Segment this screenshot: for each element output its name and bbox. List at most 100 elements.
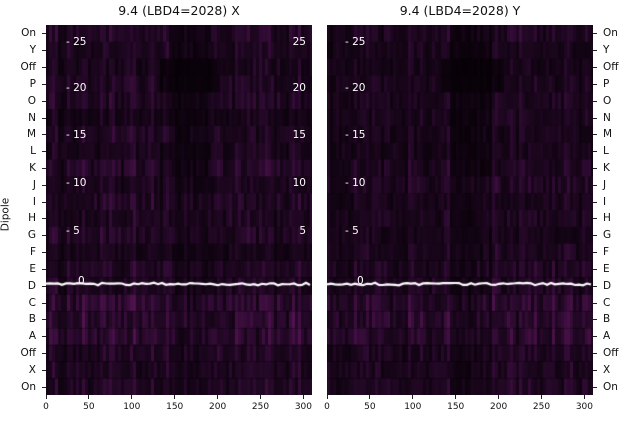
y-tick-mark xyxy=(593,134,597,136)
heatmap-x-canvas xyxy=(46,25,312,395)
y-tick-mark xyxy=(593,67,597,69)
y-tick-mark xyxy=(42,167,46,169)
y-tick-mark xyxy=(593,100,597,102)
x-tick-label: 300 xyxy=(575,402,593,412)
y-tick-mark xyxy=(42,319,46,321)
y-category-label: B xyxy=(603,313,611,326)
y-category-label: K xyxy=(29,161,36,174)
y-category-label: On xyxy=(603,380,618,393)
y-tick-mark xyxy=(593,369,597,371)
x-tick-mark xyxy=(583,395,585,399)
x-tick-label: 150 xyxy=(447,402,465,412)
x-tick-label: 200 xyxy=(490,402,508,412)
contour-label: - 15 xyxy=(66,128,87,141)
y-category-label: P xyxy=(603,77,610,90)
y-tick-mark xyxy=(593,386,597,388)
y-category-label: N xyxy=(28,111,36,124)
y-category-label: On xyxy=(21,380,36,393)
y-tick-mark xyxy=(593,50,597,52)
x-tick-mark xyxy=(45,395,47,399)
x-tick-mark xyxy=(302,395,304,399)
y-category-label: On xyxy=(21,27,36,40)
contour-label: - 20 xyxy=(66,81,87,94)
contour-label: 0 xyxy=(78,275,85,288)
y-tick-mark xyxy=(42,134,46,136)
y-category-label: H xyxy=(28,212,36,225)
y-tick-mark xyxy=(42,50,46,52)
y-tick-mark xyxy=(593,285,597,287)
heatmap-panel-x: - 25 - 20 - 15 - 10 - 5 0 25 20 15 10 5 xyxy=(46,25,312,395)
x-tick-label: 100 xyxy=(123,402,141,412)
contour-label: 0 xyxy=(357,275,364,288)
y-category-label: L xyxy=(30,145,36,158)
y-category-label: A xyxy=(603,330,611,343)
panel-title-x: 9.4 (LBD4=2028) X xyxy=(118,3,240,18)
y-category-label: J xyxy=(603,178,607,191)
heatmap-y-canvas xyxy=(327,25,593,395)
y-tick-mark xyxy=(593,184,597,186)
x-tick-mark xyxy=(217,395,219,399)
x-tick-mark xyxy=(174,395,176,399)
y-tick-mark xyxy=(42,235,46,237)
y-category-label: B xyxy=(28,313,36,326)
y-category-label: H xyxy=(603,212,611,225)
y-tick-mark xyxy=(593,33,597,35)
contour-label: - 20 xyxy=(345,81,366,94)
y-tick-mark xyxy=(593,201,597,203)
x-axis-left-panel: 0 50 100 150 200 250 300 xyxy=(43,395,312,429)
y-tick-mark xyxy=(42,352,46,354)
y-tick-mark xyxy=(42,184,46,186)
y-category-label: On xyxy=(603,27,618,40)
y-tick-mark xyxy=(42,33,46,35)
y-tick-mark xyxy=(42,302,46,304)
contour-label: 15 xyxy=(292,128,306,141)
y-tick-mark xyxy=(42,67,46,69)
y-category-label: F xyxy=(603,246,610,259)
y-category-label: M xyxy=(603,128,613,141)
contour-label: - 25 xyxy=(345,36,366,49)
y-category-label: L xyxy=(603,145,609,158)
y-axis-left: On Y Off P O N M L K J I H G F E D C B A Off X On xyxy=(0,25,46,395)
x-tick-label: 200 xyxy=(209,402,227,412)
y-category-label: G xyxy=(603,229,612,242)
contour-label: - 10 xyxy=(66,176,87,189)
y-tick-mark xyxy=(593,252,597,254)
y-tick-mark xyxy=(42,268,46,270)
y-tick-mark xyxy=(593,336,597,338)
y-category-label: Off xyxy=(603,61,619,74)
x-tick-mark xyxy=(326,395,328,399)
x-axis-right-panel: 0 50 100 150 200 250 300 xyxy=(324,395,593,429)
x-tick-mark xyxy=(369,395,371,399)
contour-label: 5 xyxy=(299,225,306,238)
contour-label: 20 xyxy=(292,81,306,94)
x-tick-mark xyxy=(260,395,262,399)
y-category-label: Off xyxy=(603,346,619,359)
y-category-label: M xyxy=(26,128,36,141)
y-tick-mark xyxy=(593,218,597,220)
y-category-label: X xyxy=(28,363,36,376)
y-category-label: Y xyxy=(603,44,610,57)
y-category-label: E xyxy=(603,262,610,275)
x-tick-label: 100 xyxy=(404,402,422,412)
y-tick-mark xyxy=(593,268,597,270)
y-tick-mark xyxy=(42,83,46,85)
y-category-label: Off xyxy=(20,346,37,359)
y-tick-mark xyxy=(593,235,597,237)
y-category-label: D xyxy=(603,279,612,292)
y-category-label: J xyxy=(32,178,36,191)
y-tick-mark xyxy=(42,100,46,102)
y-tick-mark xyxy=(42,386,46,388)
y-category-label: C xyxy=(603,296,611,309)
heatmap-panel-y: - 25 - 20 - 15 - 10 - 5 0 xyxy=(327,25,593,395)
x-tick-label: 50 xyxy=(364,402,376,412)
x-tick-mark xyxy=(131,395,133,399)
y-category-label: P xyxy=(29,77,36,90)
y-axis-right: On Y Off P O N M L K J I H G F E D C B A Off X On xyxy=(593,25,639,395)
x-tick-mark xyxy=(412,395,414,399)
y-tick-mark xyxy=(593,83,597,85)
y-category-label: I xyxy=(32,195,36,208)
y-category-label: Y xyxy=(29,44,36,57)
contour-label: - 5 xyxy=(345,225,359,238)
y-category-label: D xyxy=(27,279,36,292)
